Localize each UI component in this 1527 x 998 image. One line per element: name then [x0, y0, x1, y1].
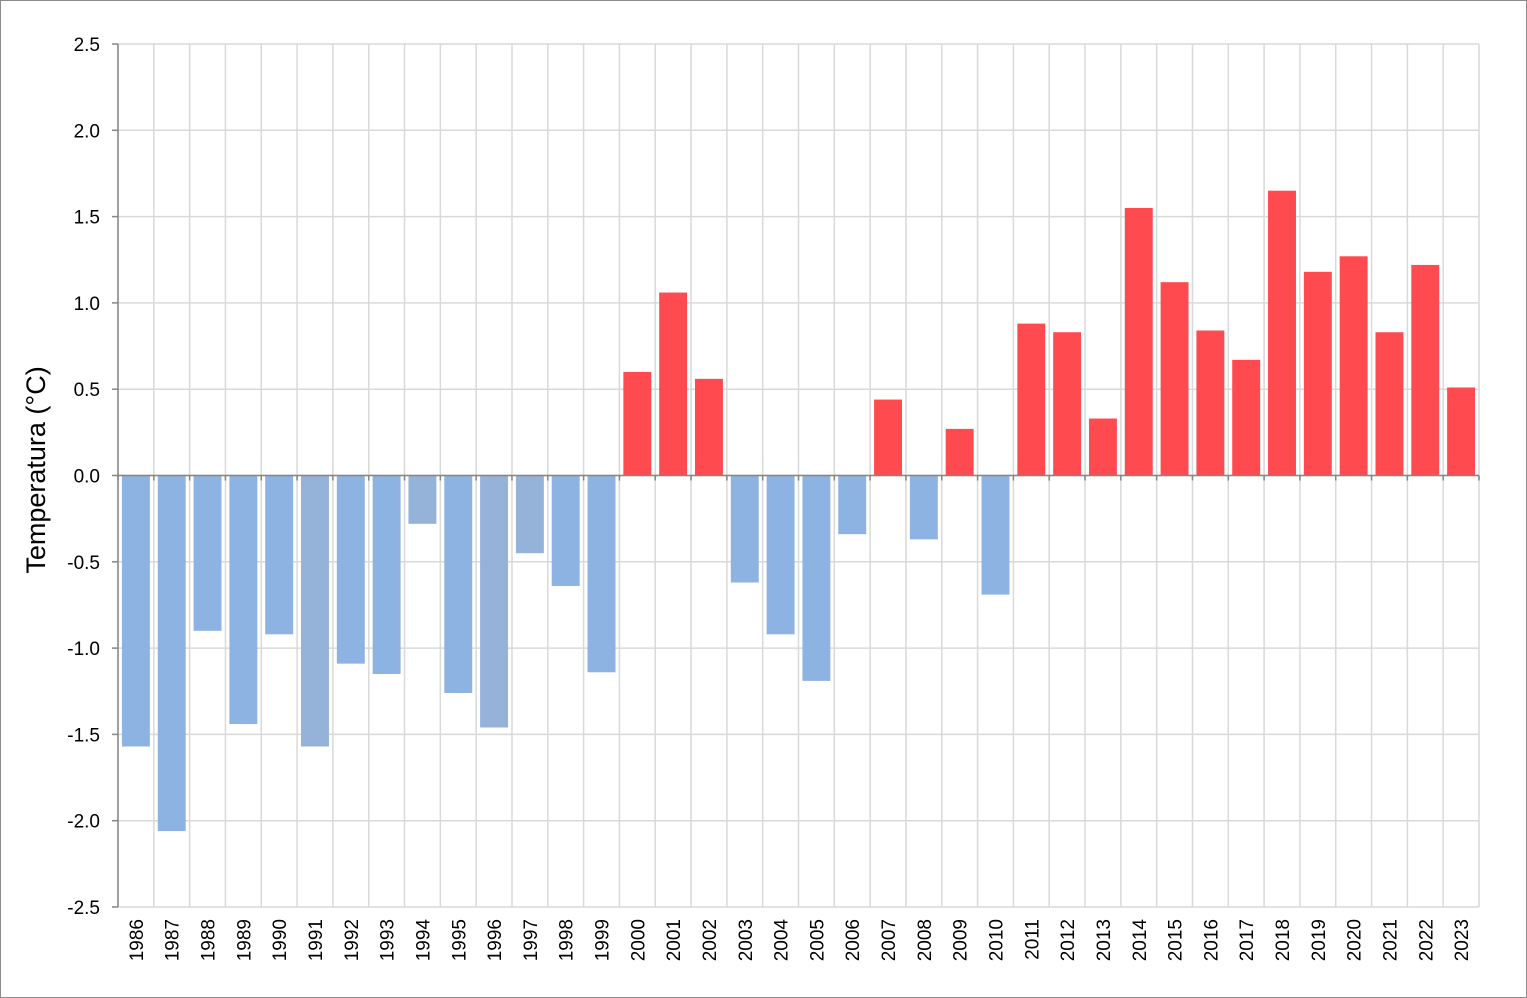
bar-2002 [694, 378, 723, 476]
x-tick-label: 2020 [1345, 919, 1366, 961]
bar-1991 [301, 475, 329, 747]
bar-1988 [193, 475, 222, 631]
y-tick-label: -1.5 [67, 725, 100, 746]
x-tick-label: 1986 [127, 919, 148, 961]
x-tick-label: 2007 [879, 919, 900, 961]
x-tick-label: 1998 [557, 919, 578, 961]
bar-2008 [909, 475, 938, 540]
bar-1998 [551, 475, 580, 586]
x-tick-label: 2015 [1166, 919, 1187, 961]
x-tick-label: 2003 [736, 919, 757, 961]
bar-1997 [515, 475, 544, 554]
bar-2021 [1375, 332, 1404, 476]
bar-2006 [838, 475, 867, 535]
x-tick-label: 1999 [593, 919, 614, 961]
bar-1994 [408, 475, 437, 524]
y-tick-label: -2.5 [67, 898, 100, 919]
y-tick-label: -2.0 [67, 812, 100, 833]
bar-2023 [1447, 387, 1476, 476]
x-tick-label: 1988 [199, 919, 220, 961]
bar-2009 [945, 428, 974, 476]
bar-2011 [1017, 323, 1046, 476]
bars [121, 190, 1476, 832]
bar-1992 [336, 475, 365, 664]
y-tick-label: 1.0 [74, 294, 100, 315]
tick-labels: 2.5 2.0 1.5 1.0 0.5 0.0 -0.5 -1.0 -1.5 -2.0 -2.5 19… [67, 35, 1473, 961]
y-tick-label: -1.0 [67, 639, 100, 660]
x-tick-label: 2022 [1416, 919, 1437, 961]
bar-2018 [1268, 190, 1296, 476]
x-tick-label: 1990 [270, 919, 291, 961]
bar-2010 [981, 475, 1010, 595]
x-tick-label: 2019 [1309, 919, 1330, 961]
y-tick-label: 2.5 [74, 35, 100, 56]
x-tick-label: 1989 [234, 919, 255, 961]
x-tick-label: 1992 [342, 919, 363, 961]
x-tick-label: 2013 [1094, 919, 1115, 961]
bar-2012 [1053, 332, 1082, 476]
x-tick-label: 2010 [986, 919, 1007, 961]
bar-2000 [623, 371, 652, 476]
y-tick-label: 0.0 [74, 467, 100, 488]
x-tick-label: 2023 [1452, 919, 1473, 961]
x-tick-label: 2008 [915, 919, 936, 961]
x-tick-label: 2014 [1130, 919, 1151, 962]
bar-2007 [874, 399, 903, 476]
x-tick-label: 1987 [163, 919, 184, 961]
x-tick-label: 2001 [664, 919, 685, 961]
x-tick-label: 1995 [449, 919, 470, 961]
bar-1993 [372, 475, 401, 674]
x-tick-label: 2017 [1237, 919, 1258, 961]
x-tick-label: 2005 [807, 919, 828, 961]
y-axis-title: Temperatura (°C) [21, 366, 51, 573]
x-tick-label: 2011 [1022, 919, 1043, 960]
bar-1999 [587, 475, 616, 673]
x-tick-label: 2002 [700, 919, 721, 961]
bar-2022 [1411, 264, 1440, 476]
y-tick-label: 1.5 [74, 208, 100, 229]
x-tick-label: 2004 [772, 919, 793, 962]
x-tick-label: 2009 [951, 919, 972, 961]
bar-2013 [1088, 418, 1117, 476]
x-tick-label: 2012 [1058, 919, 1079, 961]
bar-2017 [1232, 359, 1261, 476]
bar-1996 [480, 475, 509, 728]
bar-2015 [1160, 282, 1189, 476]
y-tick-label: -0.5 [67, 553, 100, 574]
x-tick-label: 1994 [413, 919, 434, 962]
y-tick-label: 2.0 [74, 121, 100, 142]
bar-2004 [766, 475, 795, 635]
bar-1987 [157, 475, 186, 832]
x-tick-label: 2018 [1273, 919, 1294, 961]
bar-2003 [730, 475, 759, 583]
bar-2014 [1124, 207, 1153, 476]
y-tick-label: 0.5 [74, 380, 100, 401]
x-tick-label: 2016 [1201, 919, 1222, 961]
bar-2019 [1303, 271, 1332, 476]
x-tick-label: 1996 [485, 919, 506, 961]
bar-2020 [1339, 256, 1368, 476]
axes [112, 43, 1480, 908]
bar-1995 [444, 475, 473, 693]
bar-2016 [1196, 330, 1225, 476]
x-tick-label: 1991 [306, 919, 327, 961]
bar-2005 [802, 475, 831, 681]
bar-2001 [659, 292, 688, 476]
bar-1986 [121, 475, 150, 747]
bar-1990 [265, 475, 294, 635]
x-tick-label: 1997 [521, 919, 542, 961]
bar-1989 [229, 475, 258, 725]
x-tick-label: 2021 [1380, 919, 1401, 961]
x-tick-label: 2006 [843, 919, 864, 961]
x-tick-label: 1993 [378, 919, 399, 961]
x-tick-label: 2000 [628, 919, 649, 961]
